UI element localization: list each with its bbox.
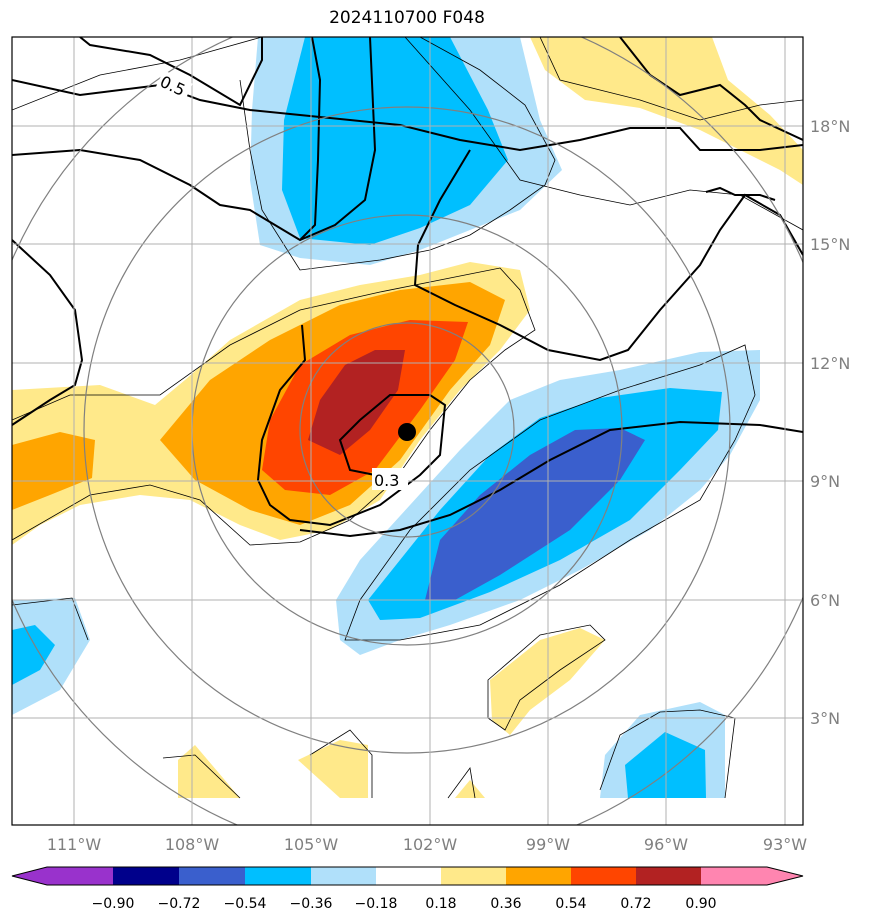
colorbar-segment — [441, 867, 506, 885]
lat-tick-label: 15°N — [810, 235, 850, 254]
fill-positive-light-s3 — [298, 740, 368, 798]
colorbar-extend-low — [12, 867, 47, 885]
colorbar-tick-label: 0.54 — [555, 896, 586, 912]
colorbar-tick-label: −0.90 — [92, 896, 135, 912]
colorbar-segment — [571, 867, 636, 885]
colorbar-segment — [506, 867, 571, 885]
lat-axis: 18°N 15°N 12°N 9°N 6°N 3°N — [810, 117, 850, 728]
colorbar-segment — [179, 867, 245, 885]
lat-tick-label: 12°N — [810, 354, 850, 373]
storm-center-marker — [398, 423, 416, 441]
lat-tick-label: 18°N — [810, 117, 850, 136]
lon-tick-label: 96°W — [644, 835, 688, 854]
lon-tick-label: 105°W — [284, 835, 339, 854]
lon-axis: 111°W 108°W 105°W 102°W 99°W 96°W 93°W — [47, 835, 807, 854]
map-plot-area: 0.5 0.3 — [12, 37, 803, 825]
lat-tick-label: 9°N — [810, 472, 840, 491]
lon-tick-label: 111°W — [47, 835, 102, 854]
colorbar: −0.90 −0.72 −0.54 −0.36 −0.18 0.18 0.36 … — [11, 866, 804, 912]
colorbar-tick-label: −0.36 — [290, 896, 333, 912]
fill-positive-light-s4 — [455, 780, 485, 798]
colorbar-tick-label: 0.36 — [490, 896, 521, 912]
colorbar-segment — [47, 867, 113, 885]
lon-tick-label: 93°W — [763, 835, 807, 854]
lat-tick-label: 6°N — [810, 591, 840, 610]
colorbar-segment — [113, 867, 179, 885]
fill-positive-strongest — [308, 350, 405, 455]
contour-label-0-3: 0.3 — [374, 471, 399, 490]
colorbar-segment — [376, 867, 441, 885]
colorbar-extend-high — [767, 867, 803, 885]
map-title: 2024110700 F048 — [329, 8, 485, 28]
colorbar-segment — [636, 867, 701, 885]
lon-tick-label: 99°W — [526, 835, 570, 854]
filled-contours — [12, 37, 803, 798]
lat-tick-label: 3°N — [810, 709, 840, 728]
fill-negative-medium-sw — [12, 625, 55, 685]
colorbar-tick-label: 0.90 — [685, 896, 716, 912]
colorbar-outline — [11, 866, 804, 886]
colorbar-tick-label: 0.72 — [620, 896, 651, 912]
fill-negative-strong-east — [425, 428, 645, 600]
lon-tick-label: 102°W — [403, 835, 458, 854]
colorbar-tick-label: −0.54 — [224, 896, 267, 912]
map-frame — [11, 36, 804, 826]
fill-positive-light-s2 — [178, 745, 240, 798]
colorbar-tick-label: 0.18 — [425, 896, 456, 912]
lon-tick-label: 108°W — [165, 835, 220, 854]
colorbar-segment — [701, 867, 767, 885]
colorbar-tick-label: −0.18 — [355, 896, 398, 912]
colorbar-segment — [245, 867, 311, 885]
colorbar-tick-label: −0.72 — [158, 896, 201, 912]
colorbar-segment — [311, 867, 376, 885]
